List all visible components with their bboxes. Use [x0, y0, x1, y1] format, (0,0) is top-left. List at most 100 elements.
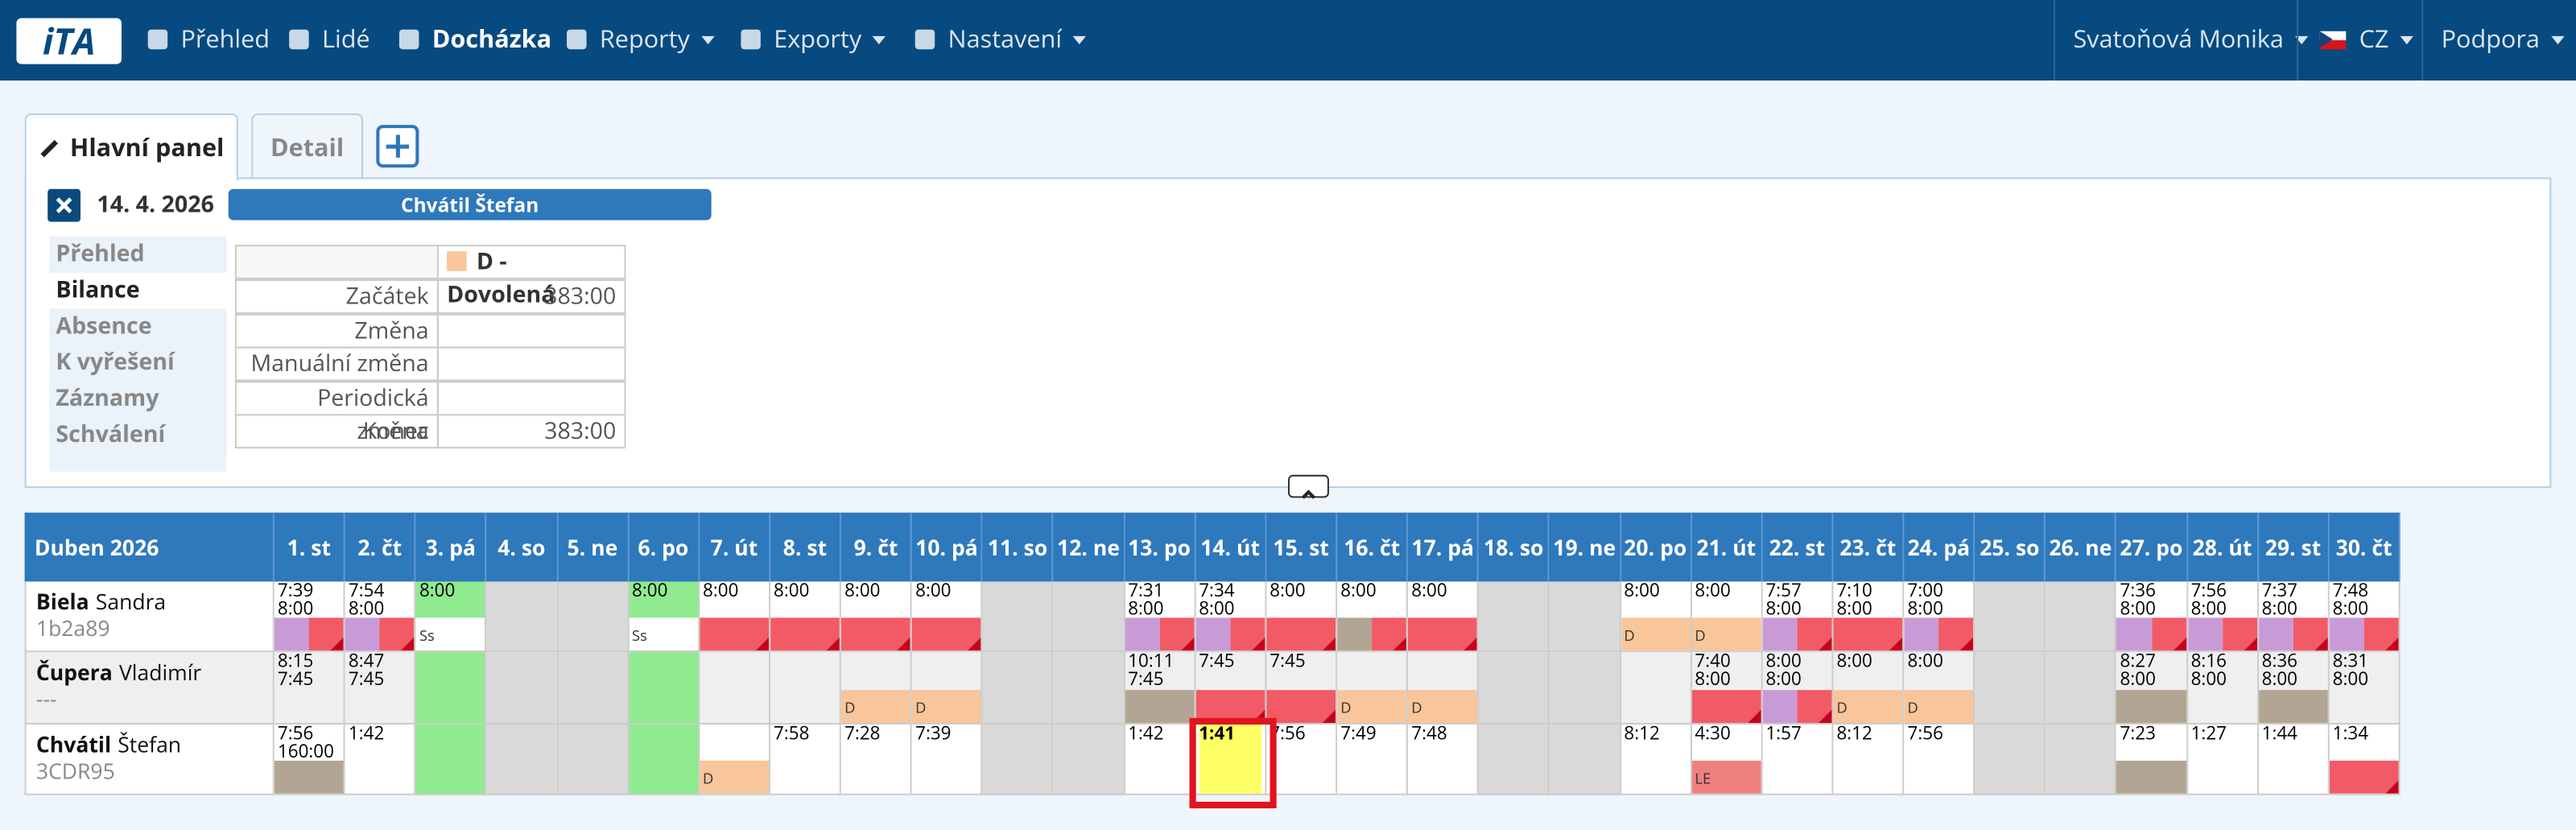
day-cell[interactable]: [557, 581, 629, 653]
day-header[interactable]: 9. čt: [841, 512, 913, 582]
day-header[interactable]: 10. pá: [912, 512, 984, 582]
menu-item[interactable]: Schválení: [49, 417, 227, 454]
day-header[interactable]: 22. st: [1762, 512, 1834, 582]
day-cell[interactable]: 8:27 8:00: [2116, 652, 2188, 725]
menu-item[interactable]: K vyřešení: [49, 345, 227, 382]
day-cell[interactable]: 10:11 7:45: [1125, 652, 1196, 725]
day-header[interactable]: 13. po: [1125, 512, 1196, 582]
day-cell[interactable]: [2046, 724, 2117, 795]
day-header[interactable]: 2. čt: [345, 512, 416, 582]
day-header[interactable]: 18. so: [1479, 512, 1550, 582]
nav-item[interactable]: Docházka: [398, 0, 551, 81]
day-cell[interactable]: 7:45: [1195, 652, 1267, 725]
day-header[interactable]: 17. pá: [1408, 512, 1480, 582]
day-cell[interactable]: 7:57 8:00: [1762, 581, 1834, 653]
day-cell[interactable]: 7:23: [2116, 724, 2188, 795]
day-cell[interactable]: [1054, 652, 1125, 725]
day-cell[interactable]: [2046, 652, 2117, 725]
day-cell[interactable]: 1:27: [2187, 724, 2259, 795]
day-cell[interactable]: 8:16 8:00: [2187, 652, 2259, 725]
day-cell[interactable]: 4:30 LE: [1691, 724, 1763, 795]
day-cell[interactable]: 1:41: [1195, 724, 1267, 795]
day-cell[interactable]: D: [1337, 652, 1409, 725]
tab-detail[interactable]: Detail: [251, 113, 364, 180]
day-cell[interactable]: 1:42: [345, 724, 416, 795]
day-cell[interactable]: 7:56 160:00: [274, 724, 345, 795]
day-header[interactable]: 25. so: [1975, 512, 2046, 582]
day-cell[interactable]: [415, 652, 487, 725]
day-cell[interactable]: [1479, 652, 1550, 725]
day-header[interactable]: 21. út: [1691, 512, 1763, 582]
day-header[interactable]: 7. út: [699, 512, 770, 582]
day-cell[interactable]: [2046, 581, 2117, 653]
lang-menu[interactable]: CZ: [2319, 0, 2414, 81]
day-cell[interactable]: 8:00: [1337, 581, 1409, 653]
day-cell[interactable]: 7:58: [770, 724, 841, 795]
day-cell[interactable]: 8:15 7:45: [274, 652, 345, 725]
day-header[interactable]: 28. út: [2187, 512, 2259, 582]
day-cell[interactable]: 7:56: [1266, 724, 1338, 795]
day-cell[interactable]: 7:48 8:00: [2329, 581, 2401, 653]
day-header[interactable]: 16. čt: [1337, 512, 1409, 582]
day-cell[interactable]: [770, 652, 841, 725]
day-cell[interactable]: [628, 652, 700, 725]
day-cell[interactable]: 7:28: [841, 724, 913, 795]
day-cell[interactable]: 7:39 8:00: [274, 581, 345, 653]
day-cell[interactable]: 1:44: [2258, 724, 2330, 795]
day-cell[interactable]: [1620, 652, 1692, 725]
day-cell[interactable]: 1:42: [1125, 724, 1196, 795]
day-cell[interactable]: 8:31 8:00: [2329, 652, 2401, 725]
day-cell[interactable]: 7:31 8:00: [1125, 581, 1196, 653]
day-cell[interactable]: 7:00 8:00: [1904, 581, 1975, 653]
day-cell[interactable]: [486, 581, 558, 653]
day-header[interactable]: 23. čt: [1833, 512, 1905, 582]
day-cell[interactable]: 7:48: [1408, 724, 1480, 795]
day-header[interactable]: 19. ne: [1550, 512, 1621, 582]
day-header[interactable]: 14. út: [1195, 512, 1267, 582]
day-cell[interactable]: 7:40 8:00: [1691, 652, 1763, 725]
day-cell[interactable]: 8:00 8:00: [1762, 652, 1834, 725]
day-cell[interactable]: [983, 724, 1055, 795]
employee-badge[interactable]: Chvátil Štefan: [228, 188, 712, 221]
day-header[interactable]: 29. st: [2258, 512, 2330, 582]
day-cell[interactable]: 8:00: [770, 581, 841, 653]
day-cell[interactable]: [628, 724, 700, 795]
day-cell[interactable]: 1:57: [1762, 724, 1834, 795]
day-cell[interactable]: 7:10 8:00: [1833, 581, 1905, 653]
day-cell[interactable]: 8:00 Ss: [415, 581, 487, 653]
day-cell[interactable]: D: [912, 652, 984, 725]
day-cell[interactable]: 8:36 8:00: [2258, 652, 2330, 725]
day-cell[interactable]: [1975, 652, 2046, 725]
day-cell[interactable]: 8:12: [1620, 724, 1692, 795]
day-cell[interactable]: 7:56: [1904, 724, 1975, 795]
day-cell[interactable]: [1550, 724, 1621, 795]
day-cell[interactable]: 8:00 D: [1620, 581, 1692, 653]
close-button[interactable]: [47, 188, 80, 222]
day-cell[interactable]: 7:36 8:00: [2116, 581, 2188, 653]
add-tab-button[interactable]: [376, 125, 419, 168]
nav-item[interactable]: Exporty: [741, 0, 886, 81]
day-cell[interactable]: 7:45: [1266, 652, 1338, 725]
nav-item[interactable]: Přehled: [147, 0, 270, 81]
day-header[interactable]: 15. st: [1266, 512, 1338, 582]
user-menu[interactable]: Svatoňová Monika: [2073, 0, 2309, 81]
day-cell[interactable]: [1550, 652, 1621, 725]
tab-main[interactable]: Hlavní panel: [24, 113, 238, 181]
day-cell[interactable]: 8:00 D: [1691, 581, 1763, 653]
day-cell[interactable]: 7:54 8:00: [345, 581, 416, 653]
day-cell[interactable]: 8:00: [1408, 581, 1480, 653]
day-header[interactable]: 6. po: [628, 512, 700, 582]
day-cell[interactable]: [1054, 581, 1125, 653]
day-cell[interactable]: [983, 581, 1055, 653]
day-cell[interactable]: 8:12: [1833, 724, 1905, 795]
nav-item[interactable]: Reporty: [567, 0, 715, 81]
day-cell[interactable]: 1:34: [2329, 724, 2401, 795]
day-cell[interactable]: [557, 652, 629, 725]
menu-item[interactable]: Bilance: [49, 272, 227, 309]
day-header[interactable]: 4. so: [486, 512, 558, 582]
day-cell[interactable]: D: [699, 724, 770, 795]
day-cell[interactable]: 8:00: [699, 581, 770, 653]
day-cell[interactable]: 7:34 8:00: [1195, 581, 1267, 653]
logo[interactable]: iTA: [16, 18, 122, 64]
day-cell[interactable]: 8:00: [841, 581, 913, 653]
